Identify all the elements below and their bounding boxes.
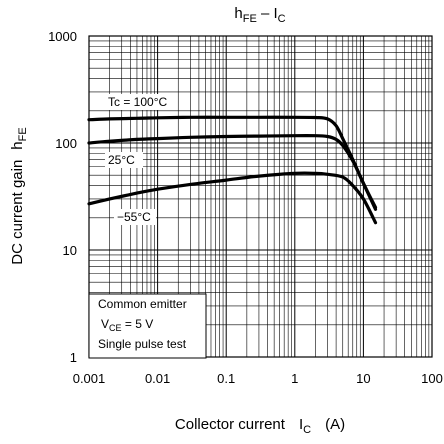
- conditions-vce-value: = 5 V: [122, 317, 154, 331]
- y-tick-label: 1: [70, 350, 77, 365]
- series-label-0: Tc = 100°C: [108, 95, 167, 109]
- conditions-vce-sub: CE: [109, 323, 122, 333]
- title-dash: –: [257, 5, 274, 22]
- x-tick-label: 10: [356, 371, 370, 386]
- x-tick-label: 1: [291, 371, 298, 386]
- x-axis-label-text: Collector current: [175, 416, 286, 433]
- conditions-box-frame: [88, 293, 207, 359]
- y-tick-label: 1000: [48, 29, 77, 44]
- series: [87, 115, 378, 225]
- y-axis-label-text: DC current gain: [9, 160, 26, 265]
- series-label-1: 25°C: [108, 153, 135, 167]
- series-line-1: [87, 134, 378, 211]
- series-label-bg: [105, 94, 177, 110]
- y-tick-label: 100: [55, 136, 77, 151]
- chart-title: hFE – IC: [234, 5, 285, 25]
- title-second: I: [273, 5, 277, 22]
- series-label-bg: [105, 152, 143, 168]
- conditions-line-1: Common emitter: [98, 297, 187, 311]
- conditions-line-2: VCE = 5 V: [101, 317, 153, 333]
- x-tick-label: 0.1: [217, 371, 235, 386]
- y-axis-symbol-sub: FE: [17, 127, 29, 141]
- x-axis-symbol: I: [299, 416, 303, 433]
- x-axis-unit: (A): [325, 416, 345, 433]
- title-main: h: [234, 5, 242, 22]
- title-second-sub: C: [278, 13, 286, 25]
- series-line-2: [87, 171, 378, 225]
- series-label-2: −55°C: [117, 210, 151, 224]
- title-main-sub: FE: [243, 13, 257, 25]
- y-axis-symbol: h: [9, 141, 26, 149]
- x-axis-symbol-sub: C: [303, 424, 311, 436]
- x-axis-label: Collector current IC (A): [175, 416, 345, 436]
- conditions-line-3: Single pulse test: [98, 337, 187, 351]
- series-labels: Tc = 100°C 25°C −55°C: [105, 94, 177, 225]
- y-axis-label: DC current gain hFE: [9, 127, 29, 264]
- y-tick-label: 10: [63, 243, 77, 258]
- tick-labels: 0.001 0.01 0.1 1 10 100 1 10 100 1000: [48, 29, 443, 386]
- plot-frame: [88, 35, 433, 358]
- conditions-box: Common emitter VCE = 5 V Single pulse te…: [88, 293, 207, 359]
- x-tick-label: 100: [421, 371, 443, 386]
- x-tick-label: 0.01: [145, 371, 170, 386]
- conditions-vce-symbol: V: [101, 317, 109, 331]
- series-label-bg: [114, 209, 156, 225]
- x-tick-label: 0.001: [73, 371, 106, 386]
